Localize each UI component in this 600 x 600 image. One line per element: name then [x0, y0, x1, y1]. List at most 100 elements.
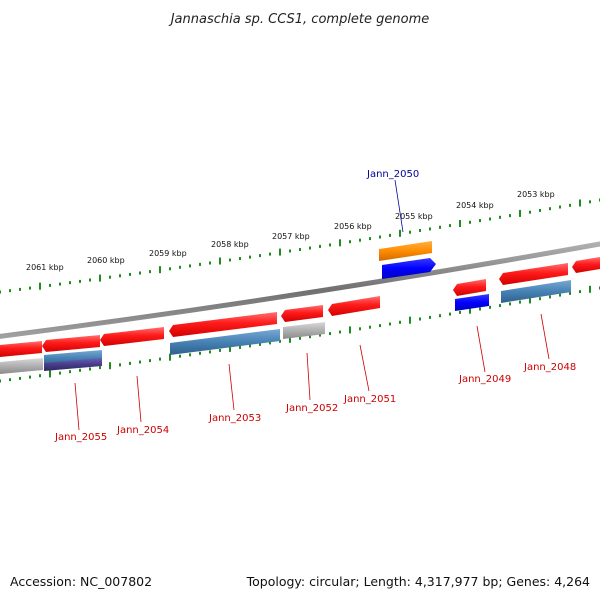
accession-text: Accession: NC_007802 — [10, 574, 152, 589]
ruler-dot — [379, 235, 381, 239]
ruler-dot — [509, 302, 511, 306]
gene-arrow[interactable] — [0, 341, 42, 357]
ruler-major-tick — [349, 326, 351, 334]
gene-arrow[interactable] — [100, 327, 164, 346]
ruler-major-tick — [109, 362, 111, 370]
gene-label-jann-2049[interactable]: Jann_2049 — [458, 374, 511, 385]
gene-arrow[interactable] — [42, 335, 100, 352]
gene-label-jann-2054[interactable]: Jann_2054 — [116, 425, 169, 436]
gene-label-jann-2048[interactable]: Jann_2048 — [523, 362, 576, 373]
ruler-major-tick — [529, 296, 531, 304]
gene-label-jann-2052[interactable]: Jann_2052 — [285, 403, 338, 414]
ruler-major-tick — [339, 239, 341, 247]
ruler-dot — [269, 341, 271, 345]
gene-label-jann-2055[interactable]: Jann_2055 — [54, 432, 107, 443]
ruler-major-tick — [519, 209, 521, 217]
ruler-tick-labels: 2061 kbp 2060 kbp 2059 kbp 2058 kbp 2057… — [26, 190, 555, 272]
ruler-dot — [209, 350, 211, 354]
gene-arrow[interactable] — [572, 257, 600, 273]
feature-bar[interactable] — [455, 294, 489, 311]
ruler-dot — [489, 305, 491, 309]
cds-arrow-jann-2050[interactable] — [382, 258, 436, 279]
ruler-dot — [149, 270, 151, 274]
ruler-dot — [39, 374, 41, 378]
ruler-dot — [519, 300, 521, 304]
gene-arrow[interactable] — [169, 312, 277, 337]
ruler-dot — [99, 366, 101, 370]
tick-label: 2057 kbp — [272, 232, 310, 241]
ruler-dot — [419, 317, 421, 321]
topology-text: Topology: circular; Length: 4,317,977 bp… — [246, 574, 590, 589]
feature-bar[interactable] — [283, 322, 325, 339]
ruler-dot — [129, 272, 131, 276]
ruler-dot — [259, 254, 261, 258]
ruler-dot — [119, 363, 121, 367]
ruler-dot — [369, 325, 371, 329]
ruler-dot — [389, 322, 391, 326]
ruler-dot — [259, 342, 261, 346]
ruler-dot — [89, 278, 91, 282]
gene-arrow[interactable] — [499, 263, 568, 285]
ruler-dot — [529, 210, 531, 214]
ruler-major-tick — [589, 285, 591, 293]
gene-arrow[interactable] — [328, 296, 380, 316]
ruler-dot — [549, 295, 551, 299]
ruler-dot — [0, 379, 1, 383]
ruler-dot — [119, 274, 121, 278]
ruler-dot — [239, 257, 241, 261]
ruler-dot — [289, 249, 291, 253]
feature-bar[interactable] — [44, 358, 102, 371]
ruler-dot — [69, 370, 71, 374]
ruler-dot — [189, 264, 191, 268]
feature-bar[interactable] — [501, 280, 571, 303]
ruler-dot — [309, 335, 311, 339]
label-connectors — [74, 179, 550, 431]
connector-jann-2054 — [136, 375, 142, 423]
ruler-dot — [539, 297, 541, 301]
ruler-dot — [429, 315, 431, 319]
ruler-dot — [359, 327, 361, 331]
inner-ruler — [0, 285, 600, 383]
ruler-dot — [479, 219, 481, 223]
ruler-major-tick — [169, 353, 171, 361]
ruler-dot — [209, 261, 211, 265]
ruler-dot — [379, 324, 381, 328]
ruler-dot — [79, 279, 81, 283]
gene-arrow[interactable] — [281, 305, 323, 322]
ruler-major-tick — [469, 306, 471, 314]
ruler-dot — [439, 225, 441, 229]
ruler-dot — [179, 354, 181, 358]
ruler-dot — [249, 255, 251, 259]
gene-arrow[interactable] — [453, 279, 486, 296]
map-title: Jannaschia sp. CCS1, complete genome — [168, 12, 430, 27]
gene-label-jann-2051[interactable]: Jann_2051 — [343, 394, 396, 405]
ruler-dot — [19, 376, 21, 380]
ruler-dot — [339, 330, 341, 334]
tick-label: 2054 kbp — [456, 201, 494, 210]
ruler-major-tick — [289, 335, 291, 343]
ruler-dot — [89, 367, 91, 371]
gene-label-jann-2050[interactable]: Jann_2050 — [366, 169, 419, 180]
gene-label-jann-2053[interactable]: Jann_2053 — [208, 413, 261, 424]
ruler-dot — [449, 224, 451, 228]
ruler-dot — [359, 238, 361, 242]
ruler-dot — [479, 307, 481, 311]
ruler-dot — [459, 310, 461, 314]
ruler-major-tick — [279, 248, 281, 256]
ruler-dot — [49, 283, 51, 287]
ruler-dot — [559, 205, 561, 209]
ruler-major-tick — [399, 229, 401, 237]
connector-jann-2050 — [394, 179, 404, 233]
ruler-dot — [169, 267, 171, 271]
feature-bar[interactable] — [170, 329, 280, 355]
ruler-dot — [489, 217, 491, 221]
outer-ruler — [0, 198, 600, 294]
ruler-dot — [549, 207, 551, 211]
connector-jann-2052 — [306, 352, 311, 401]
feature-bar[interactable] — [0, 358, 43, 374]
ruler-dot — [369, 237, 371, 241]
gene-arrow-jann-2050[interactable] — [379, 241, 432, 261]
ruler-dot — [329, 332, 331, 336]
ruler-dot — [79, 368, 81, 372]
ruler-dot — [299, 248, 301, 251]
